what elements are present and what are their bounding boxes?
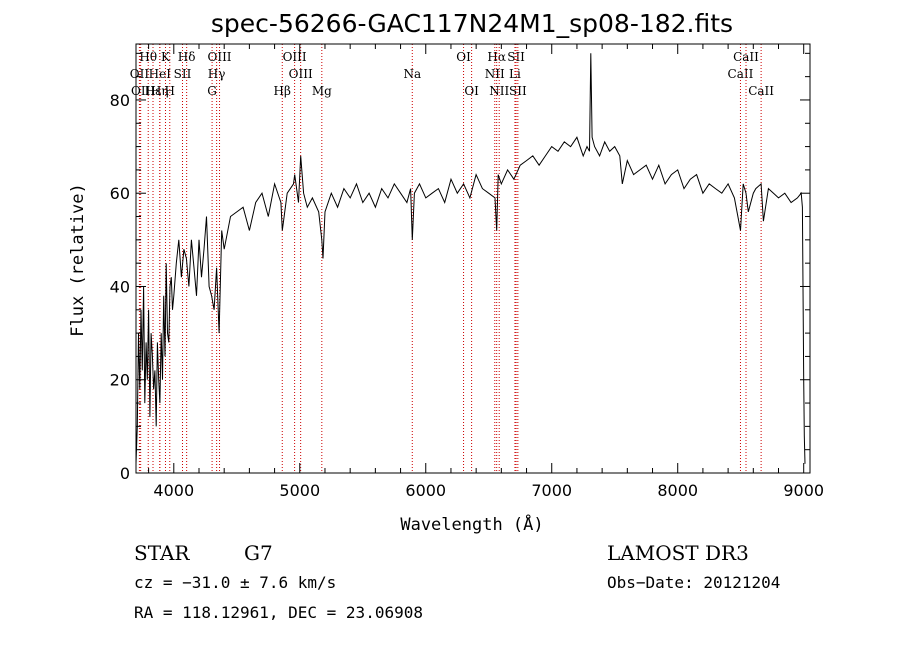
spectral-line-label: SII xyxy=(507,50,525,64)
spectral-line-label: CaII xyxy=(748,84,774,98)
spectral-line-label: Na xyxy=(403,67,421,81)
x-axis-label: Wavelength (Å) xyxy=(400,513,543,535)
y-tick-label: 0 xyxy=(120,464,130,483)
spectral-line-label: Mg xyxy=(312,84,332,98)
spectral-line-label: Hη xyxy=(151,84,169,98)
spectral-line-label: OII xyxy=(130,67,150,81)
spectral-line-label: H xyxy=(165,84,175,98)
y-tick-label: 40 xyxy=(110,277,130,296)
x-tick-label: 6000 xyxy=(405,481,446,500)
spectral-line-label: Hβ xyxy=(274,84,291,98)
redshift-velocity: cz = −31.0 ± 7.6 km/s xyxy=(134,573,336,592)
object-class: STAR xyxy=(134,541,190,565)
spectral-line-label: Hγ xyxy=(208,67,226,81)
y-tick-label: 20 xyxy=(110,371,130,390)
coordinates: RA = 118.12961, DEC = 23.06908 xyxy=(134,603,423,622)
spectral-line-label: G xyxy=(207,84,217,98)
spectral-line-label: OI xyxy=(456,50,471,64)
spectral-line-label: OIII xyxy=(207,50,231,64)
spectral-line-label: NII xyxy=(489,84,509,98)
spectral-line-label: Hε xyxy=(145,84,162,98)
y-axis-label: Flux (relative) xyxy=(68,183,88,337)
spectral-line-label: HeI xyxy=(149,67,172,81)
spectral-line-label: Hδ xyxy=(178,50,196,64)
spectral-line-label: OIII xyxy=(283,50,307,64)
spectral-line-label: Li xyxy=(509,67,521,81)
spectral-line-label: Hα xyxy=(487,50,506,64)
subclass: G7 xyxy=(244,541,273,565)
plot-frame xyxy=(135,43,811,474)
spectral-line-label: SII xyxy=(174,67,192,81)
spectral-line-label: OI xyxy=(464,84,479,98)
spectral-line-label: CaII xyxy=(733,50,759,64)
spectral-line-label: K xyxy=(161,50,171,64)
spectrum-line xyxy=(135,53,806,464)
x-tick-label: 4000 xyxy=(153,481,194,500)
spectral-line-label: NII xyxy=(485,67,505,81)
spectral-line-label: CaII xyxy=(728,67,754,81)
spectral-line-label: SII xyxy=(509,84,527,98)
chart-title: spec-56266-GAC117N24M1_sp08-182.fits xyxy=(211,9,733,38)
y-tick-label: 60 xyxy=(110,184,130,203)
x-tick-label: 9000 xyxy=(783,481,824,500)
observation-date: Obs−Date: 20121204 xyxy=(607,573,780,592)
survey-name: LAMOST DR3 xyxy=(607,541,749,565)
x-tick-label: 7000 xyxy=(531,481,572,500)
x-tick-label: 8000 xyxy=(657,481,698,500)
spectral-line-label: Hθ xyxy=(139,50,157,64)
x-tick-label: 5000 xyxy=(279,481,320,500)
spectral-line-label: OIII xyxy=(289,67,313,81)
y-tick-label: 80 xyxy=(110,91,130,110)
